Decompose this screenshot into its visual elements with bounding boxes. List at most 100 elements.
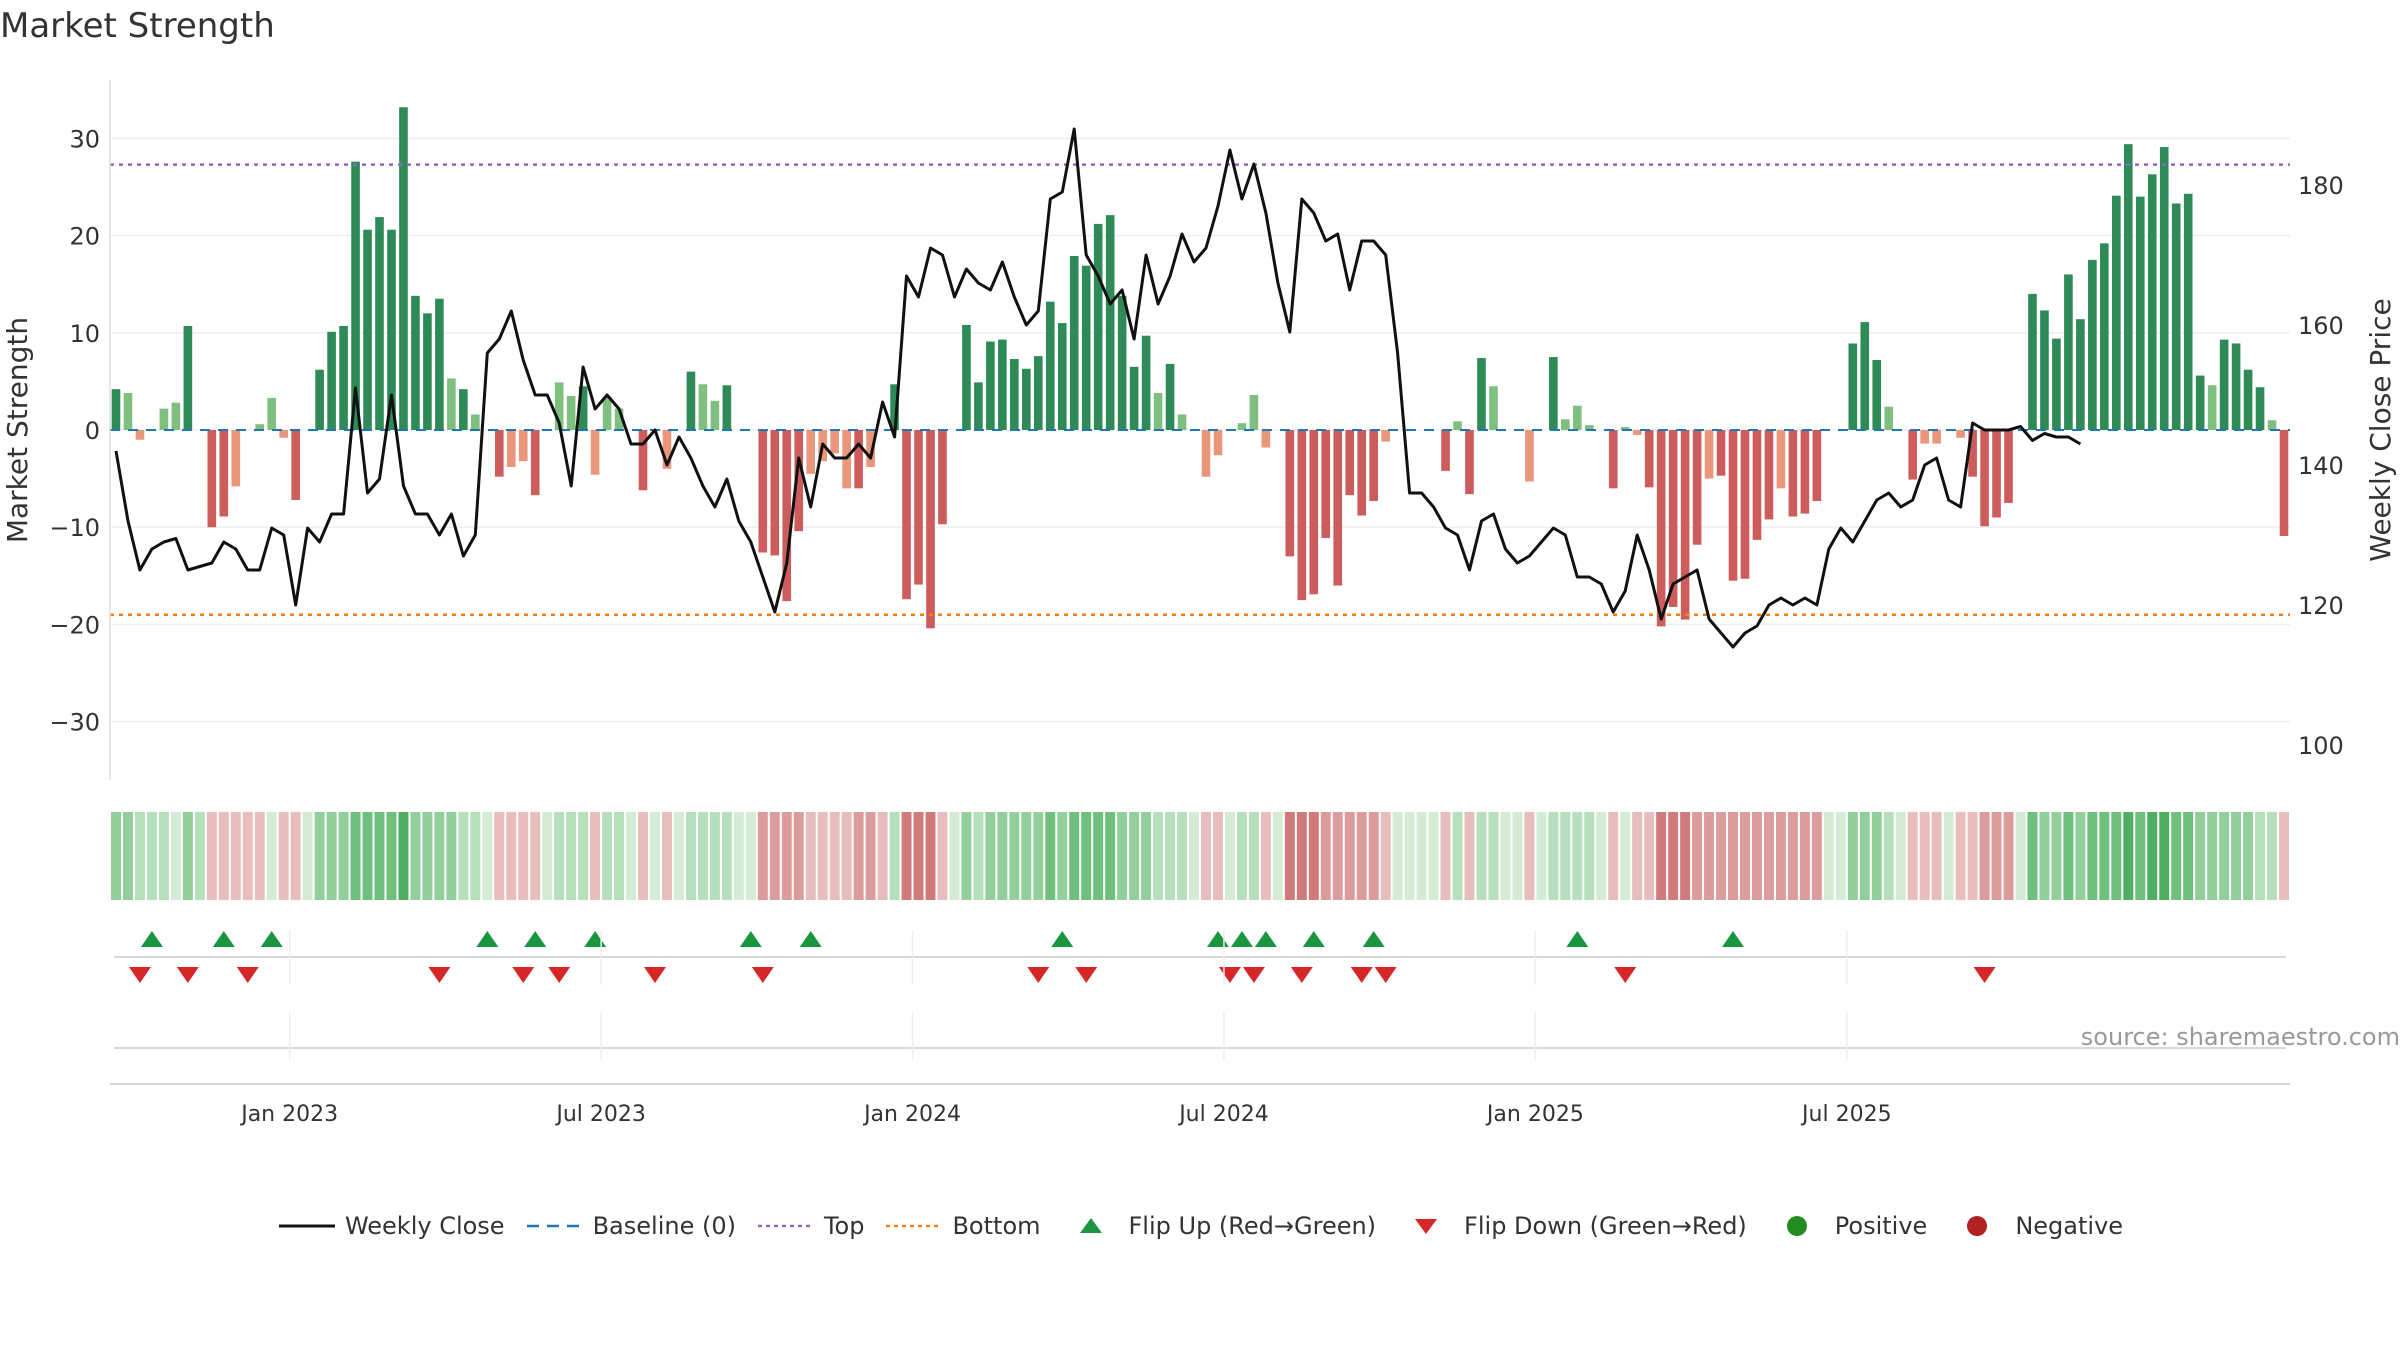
strength-bar [1692,430,1702,545]
strength-bar [530,430,540,496]
heat-band-cell [1608,812,1619,900]
heat-band-cell [853,812,864,900]
heat-band-cell [626,812,637,900]
strength-bars [111,107,2289,629]
heat-band-cell [158,812,169,900]
heat-band-cell [1572,812,1583,900]
heat-band-cell [146,812,157,900]
y-tick-label: 20 [69,223,100,251]
legend-swatch [886,1224,943,1228]
strength-bar [1992,430,2001,518]
heat-band-cell [1680,812,1691,900]
heat-band-cell [338,812,349,900]
strength-bar [854,430,863,489]
flip-down-marker [1350,967,1373,983]
strength-bar [1968,430,1977,477]
weekly-close-line [114,127,2082,649]
strength-bar [1117,295,1127,430]
heat-band-cell [266,812,277,900]
strength-bar [435,298,444,430]
heat-band-cell [494,812,505,900]
heat-band-cell [781,812,792,900]
strength-bar [1237,423,1247,430]
strength-bar [1752,430,1762,540]
strength-bar [1872,360,1882,430]
heat-band-cell [745,812,756,900]
strength-bar [2207,385,2217,430]
heat-band-cell [2267,812,2278,900]
strength-bar [2279,430,2289,536]
heat-band-cell [134,812,145,900]
strength-heat-band [111,812,2289,900]
strength-bar [794,430,804,532]
strength-bar [1620,427,1630,430]
strength-bar [267,397,277,430]
heat-band-cell [985,812,996,900]
strength-bar [2147,174,2157,430]
heat-band-cell [1871,812,1882,900]
y-tick-label: −10 [49,514,100,542]
strength-bar [291,430,300,500]
legend-label: Flip Up (Red→Green) [1128,1212,1377,1240]
strength-bar [1345,430,1355,496]
heat-band-cell [1883,812,1894,900]
strength-bar [1357,430,1367,516]
heat-band-cell [566,812,577,900]
y2-tick-label: 140 [2298,452,2344,480]
heat-band-cell [1560,812,1571,900]
y-tick-label: 10 [69,320,100,348]
legend-item: Negative [1947,1212,2123,1240]
heat-band-cell [1488,812,1499,900]
strength-bar [471,414,480,430]
strength-bar [1764,430,1774,520]
heat-band-cell [614,812,625,900]
heat-band-cell [1177,812,1188,900]
heat-band-cell [530,812,541,900]
heat-band-cell [841,812,852,900]
heat-band-cell [1392,812,1403,900]
strength-bar [231,430,241,487]
y2-tick-label: 180 [2298,172,2344,200]
strength-bar [1728,430,1738,581]
legend-label: Bottom [952,1212,1041,1240]
heat-band-cell [122,812,133,900]
flip-down-marker [512,967,535,983]
flip-up-marker [212,931,235,947]
strength-bar [1644,430,1654,488]
strength-bar [602,396,612,430]
strength-bar [315,369,324,430]
heat-band-cell [1224,812,1235,900]
heat-band-cell [937,812,948,900]
heat-band-cell [877,812,888,900]
flip-down-marker [1973,967,1996,983]
heat-band-cell [1105,812,1116,900]
strength-bar [1920,430,1929,444]
strength-bar [2231,343,2241,430]
strength-bar [111,389,121,430]
heat-band-cell [805,812,816,900]
strength-bar [662,430,672,469]
heat-band-cell [1356,812,1367,900]
heat-band-cell [590,812,601,900]
heat-band-cell [458,812,469,900]
heat-band-cell [446,812,457,900]
heat-band-cell [326,812,337,900]
strength-bar [1704,430,1714,479]
strength-bar [1908,430,1918,480]
heat-band-cell [961,812,972,900]
flip-up-marker [1566,931,1589,947]
heat-band-cell [925,812,936,900]
heat-band-cell [470,812,481,900]
heat-band-cell [1596,812,1607,900]
heat-band-cell [2123,812,2134,900]
strength-bar [1788,430,1798,517]
strength-bar [1297,430,1307,601]
heat-band-cell [194,812,205,900]
x-tick-label: Jul 2023 [554,1102,646,1127]
strength-bar [506,430,516,467]
strength-bar [962,325,971,430]
strength-bar [387,229,396,430]
heat-band-cell [422,812,433,900]
legend-item: Flip Up (Red→Green) [1061,1212,1377,1240]
source-note: source: sharemaestro.com [2080,1023,2400,1051]
